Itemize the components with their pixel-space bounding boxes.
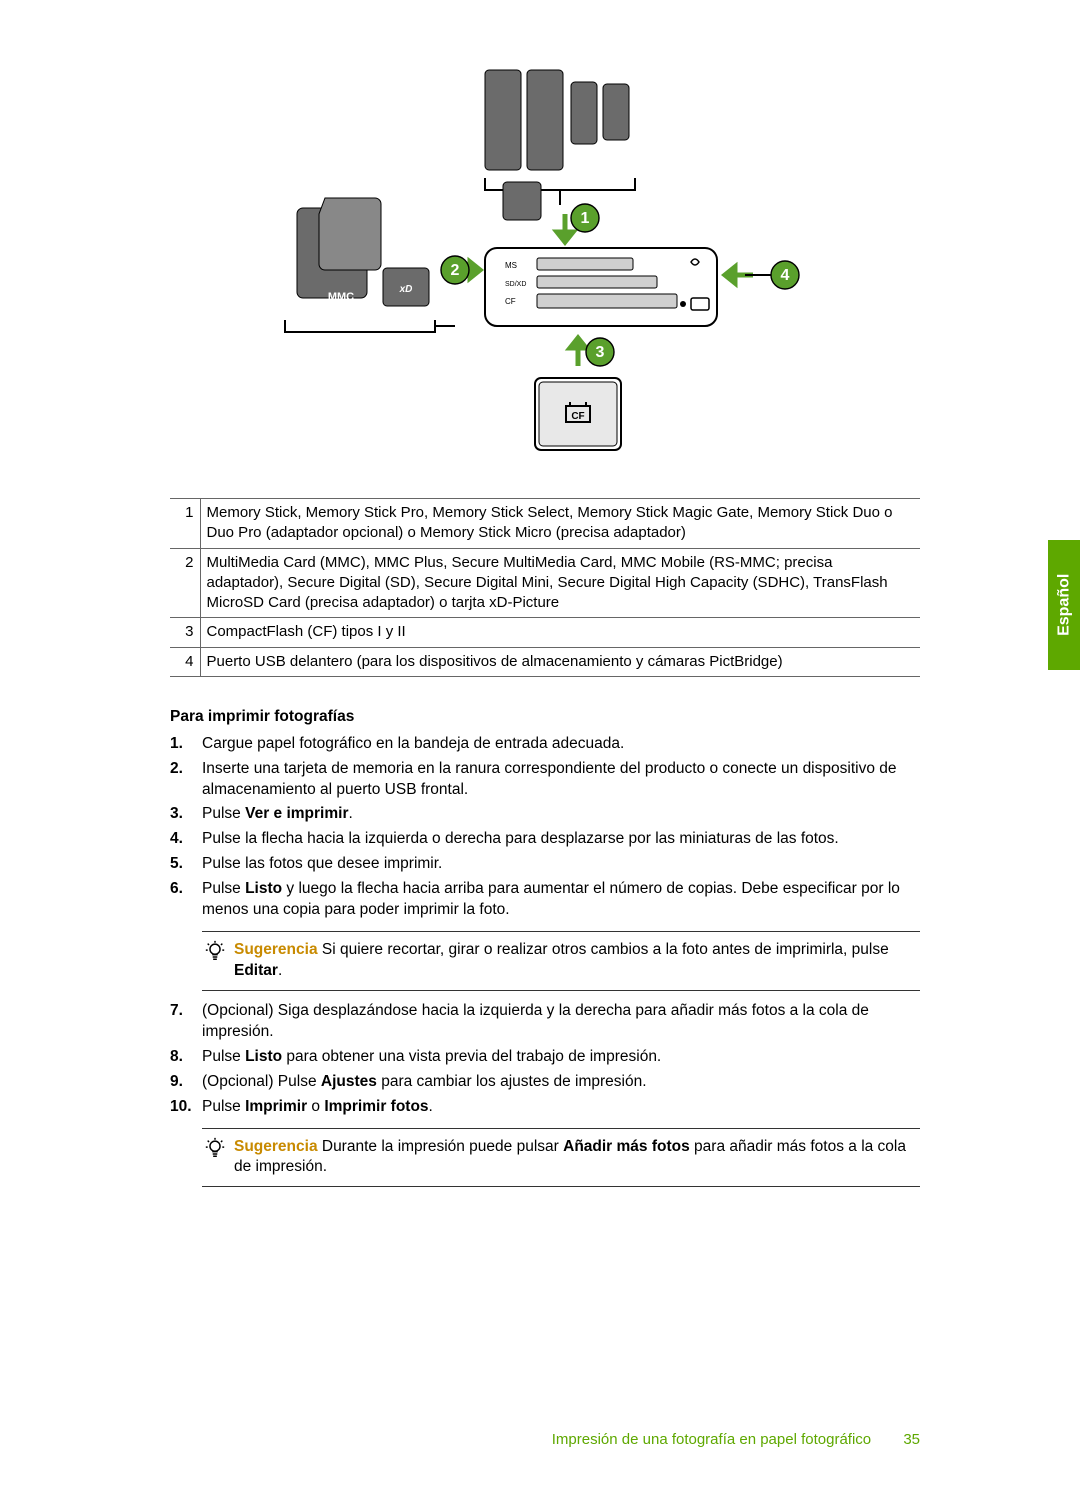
tip-icon: [204, 1137, 226, 1159]
step-item: Pulse la flecha hacia la izquierda o der…: [170, 829, 920, 850]
card-label-mmc: MMC: [328, 291, 354, 303]
table-row: 4Puerto USB delantero (para los disposit…: [170, 647, 920, 676]
section-heading: Para imprimir fotografías: [170, 707, 920, 728]
step-item: Pulse Listo para obtener una vista previ…: [170, 1047, 920, 1068]
step-item: Pulse Ver e imprimir.: [170, 804, 920, 825]
row-text: MultiMedia Card (MMC), MMC Plus, Secure …: [200, 548, 920, 618]
tip-box: Sugerencia Durante la impresión puede pu…: [202, 1128, 920, 1188]
svg-text:1: 1: [581, 210, 590, 227]
tip-box: Sugerencia Si quiere recortar, girar o r…: [202, 931, 920, 991]
slot-label-sdxd: SD/XD: [505, 281, 526, 288]
footer-title: Impresión de una fotografía en papel fot…: [552, 1431, 871, 1448]
svg-text:2: 2: [451, 262, 460, 279]
svg-text:4: 4: [781, 267, 790, 284]
step-item: Cargue papel fotográfico en la bandeja d…: [170, 734, 920, 755]
row-text: Puerto USB delantero (para los dispositi…: [200, 647, 920, 676]
row-text: CompactFlash (CF) tipos I y II: [200, 618, 920, 647]
step-item: Pulse Listo y luego la flecha hacia arri…: [170, 879, 920, 991]
svg-text:CF: CF: [571, 411, 584, 422]
step-item: Pulse las fotos que desee imprimir.: [170, 854, 920, 875]
tip-icon: [204, 940, 226, 962]
steps-list: Cargue papel fotográfico en la bandeja d…: [170, 734, 920, 1188]
tip-label: Sugerencia: [234, 941, 318, 958]
footer-page-number: 35: [903, 1431, 920, 1448]
table-row: 3CompactFlash (CF) tipos I y II: [170, 618, 920, 647]
step-item: Inserte una tarjeta de memoria en la ran…: [170, 759, 920, 801]
reference-table: 1Memory Stick, Memory Stick Pro, Memory …: [170, 498, 920, 677]
page-content: MMC xD MS SD/XD CF: [0, 0, 1080, 1257]
step-item: Pulse Imprimir o Imprimir fotos.Sugerenc…: [170, 1097, 920, 1188]
svg-text:3: 3: [596, 344, 605, 361]
row-number: 2: [170, 548, 200, 618]
slot-label-ms: MS: [505, 261, 517, 270]
row-number: 4: [170, 647, 200, 676]
step-item: (Opcional) Pulse Ajustes para cambiar lo…: [170, 1072, 920, 1093]
page-footer: Impresión de una fotografía en papel fot…: [552, 1430, 920, 1450]
row-number: 3: [170, 618, 200, 647]
step-item: (Opcional) Siga desplazándose hacia la i…: [170, 1001, 920, 1043]
row-text: Memory Stick, Memory Stick Pro, Memory S…: [200, 499, 920, 549]
card-label-xd: xD: [399, 284, 413, 295]
tip-label: Sugerencia: [234, 1138, 318, 1155]
card-slot-diagram: MMC xD MS SD/XD CF: [170, 60, 920, 470]
table-row: 1Memory Stick, Memory Stick Pro, Memory …: [170, 499, 920, 549]
row-number: 1: [170, 499, 200, 549]
slot-label-cf: CF: [505, 297, 516, 306]
table-row: 2MultiMedia Card (MMC), MMC Plus, Secure…: [170, 548, 920, 618]
